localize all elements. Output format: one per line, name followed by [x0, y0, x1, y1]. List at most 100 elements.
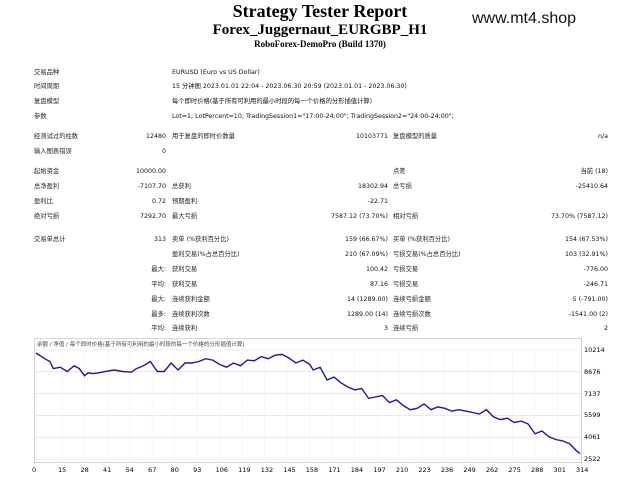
- period-label: 时间周期: [34, 83, 60, 90]
- y-tick-label: 5599: [584, 411, 601, 420]
- largest-loss-value: -776.00: [583, 266, 608, 273]
- largest-profit-value: 100.42: [365, 266, 388, 273]
- quality-label: 复盘模型的质量: [393, 133, 438, 140]
- profit-factor-label: 盈利比: [34, 198, 53, 205]
- report-subtitle: Forex_Juggernaut_EURGBP_H1: [212, 22, 428, 38]
- x-tick-label: 223: [418, 466, 431, 474]
- x-tick-label: 210: [395, 466, 409, 474]
- short-label: 卖单 (%获利百分比): [172, 236, 229, 243]
- balance-line: [35, 352, 581, 455]
- deposit-value: 10000.00: [135, 168, 166, 175]
- x-tick-label: 67: [148, 466, 157, 474]
- x-tick-label: 184: [350, 466, 364, 474]
- y-tick-label: 2522: [584, 455, 601, 463]
- x-tick-label: 132: [260, 466, 274, 474]
- ticks-label: 用于复盘的即时价数量: [172, 133, 235, 140]
- quality-value: n/a: [598, 133, 608, 140]
- x-tick-label: 93: [193, 466, 202, 474]
- average-label: 平均:: [151, 281, 166, 288]
- x-tick-label: 236: [440, 466, 454, 474]
- x-tick-label: 145: [283, 466, 296, 474]
- long-value: 154 (67.53%): [565, 236, 608, 243]
- ticks-value: 10103771: [355, 133, 388, 140]
- net-profit-label: 总净盈利: [34, 183, 60, 190]
- total-trades-label: 交易单总计: [34, 236, 66, 243]
- profit-factor-value: 0.72: [151, 198, 166, 205]
- maximal-label: 最多:: [151, 311, 166, 318]
- largest-profit-label: 获利交易: [172, 266, 198, 273]
- largest-label: 最大:: [151, 266, 166, 273]
- largest-loss-label: 亏损交易: [393, 266, 419, 273]
- maximum-label: 最大:: [151, 296, 166, 303]
- symbol-value: EURUSD (Euro vs US Dollar): [172, 69, 260, 76]
- x-tick-label: 158: [305, 466, 319, 474]
- max-profit-value: 1289.00 (14): [347, 311, 388, 318]
- max-losses-value: 5 (-791.00): [572, 296, 608, 303]
- spread-label: 点差: [393, 168, 406, 175]
- x-tick-label: 106: [215, 466, 229, 474]
- rel-drawdown-label: 相对亏损: [393, 213, 419, 220]
- max-drawdown-label: 最大亏损: [172, 213, 198, 220]
- mismatch-label: 输入图表错误: [34, 148, 72, 155]
- short-value: 159 (66.67%): [345, 236, 388, 243]
- y-tick-label: 8676: [584, 367, 601, 376]
- x-tick-label: 249: [463, 466, 476, 474]
- payoff-value: -22.71: [367, 198, 388, 205]
- symbol-label: 交易品种: [34, 69, 60, 76]
- payoff-label: 预期盈利: [172, 198, 198, 205]
- total-trades-value: 313: [153, 236, 166, 243]
- avg-losses-label: 连续亏损: [393, 325, 419, 332]
- avg-wins-value: 3: [383, 325, 388, 332]
- y-tick-label: 7137: [584, 389, 601, 398]
- max-drawdown-value: 7587.12 (73.70%): [331, 213, 388, 220]
- profit-trades-label: 盈利交易(%占总百分比): [172, 251, 240, 258]
- gross-loss-value: -25410.64: [575, 183, 608, 190]
- avg-loss-label: 亏损交易: [393, 281, 419, 288]
- max-loss-label: 连续亏损次数: [393, 311, 431, 318]
- x-tick-label: 275: [508, 466, 521, 474]
- gross-loss-label: 总亏损: [393, 183, 412, 190]
- server-info: RoboForex-DemoPro (Build 1370): [254, 39, 386, 49]
- avg-losses-value: 2: [603, 325, 608, 332]
- x-tick-label: 41: [103, 466, 112, 474]
- x-tick-label: 314: [576, 466, 589, 474]
- chart-legend: 余额 / 净值 / 每个即时价格(基于所有可利用的最小时段的每一个价格的分形插值…: [37, 340, 245, 348]
- max-losses-label: 连续亏损金额: [393, 296, 431, 303]
- deposit-label: 起始资金: [34, 168, 60, 175]
- params-label: 参数: [34, 113, 47, 120]
- balance-chart: 余额 / 净值 / 每个即时价格(基于所有可利用的最小时段的每一个价格的分形插值…: [34, 338, 582, 463]
- bars-label: 经测试过的柱数: [34, 133, 79, 140]
- x-tick-label: 0: [32, 466, 37, 474]
- gross-profit-value: 18302.94: [357, 183, 388, 190]
- net-profit-value: -7107.70: [137, 183, 166, 190]
- mismatch-value: 0: [161, 148, 166, 155]
- site-watermark: www.mt4.shop: [472, 10, 577, 27]
- x-tick-label: 288: [530, 466, 544, 474]
- max-loss-value: -1541.00 (2): [568, 311, 608, 318]
- profit-trades-value: 210 (67.09%): [345, 251, 388, 258]
- average2-label: 平均:: [151, 325, 166, 332]
- rel-drawdown-value: 73.70% (7587.12): [551, 213, 608, 220]
- loss-trades-value: 103 (32.91%): [565, 251, 608, 258]
- avg-profit-value: 87.16: [369, 281, 388, 288]
- model-label: 复盘模型: [34, 98, 60, 105]
- x-tick-label: 119: [238, 466, 251, 474]
- model-value: 每个即时价格(基于所有可利用的最小时段的每一个价格的分形插值计算): [172, 98, 373, 105]
- report-title: Strategy Tester Report: [232, 1, 408, 21]
- x-tick-label: 197: [373, 466, 386, 474]
- x-tick-label: 171: [328, 466, 341, 474]
- gross-profit-label: 总获利: [172, 183, 191, 190]
- abs-drawdown-value: 7292.70: [139, 213, 166, 220]
- period-value: 15 分钟图 2023.01.01 22:04 - 2023.06.30 20:…: [172, 83, 407, 90]
- abs-drawdown-label: 绝对亏损: [34, 213, 60, 220]
- max-wins-label: 连续获利金额: [172, 296, 210, 303]
- x-tick-label: 262: [485, 466, 499, 474]
- y-tick-label: 10214: [584, 346, 605, 354]
- max-wins-value: 14 (1289.00): [347, 296, 388, 303]
- bars-value: 12480: [145, 133, 166, 140]
- spread-value: 当前 (18): [580, 168, 608, 175]
- loss-trades-label: 亏损交易(%占总百分比): [393, 251, 461, 258]
- avg-profit-label: 获利交易: [172, 281, 198, 288]
- params-value: Lot=1; LotPercent=10; TradingSession1="1…: [172, 113, 454, 120]
- avg-wins-label: 连续获利: [172, 325, 198, 332]
